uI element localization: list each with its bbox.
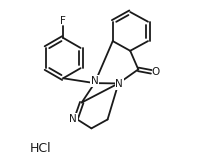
Text: HCl: HCl xyxy=(30,142,52,155)
Text: N: N xyxy=(69,114,77,124)
Text: N: N xyxy=(115,79,123,89)
Text: F: F xyxy=(60,16,66,26)
Text: O: O xyxy=(152,67,160,77)
Text: N: N xyxy=(91,76,99,86)
